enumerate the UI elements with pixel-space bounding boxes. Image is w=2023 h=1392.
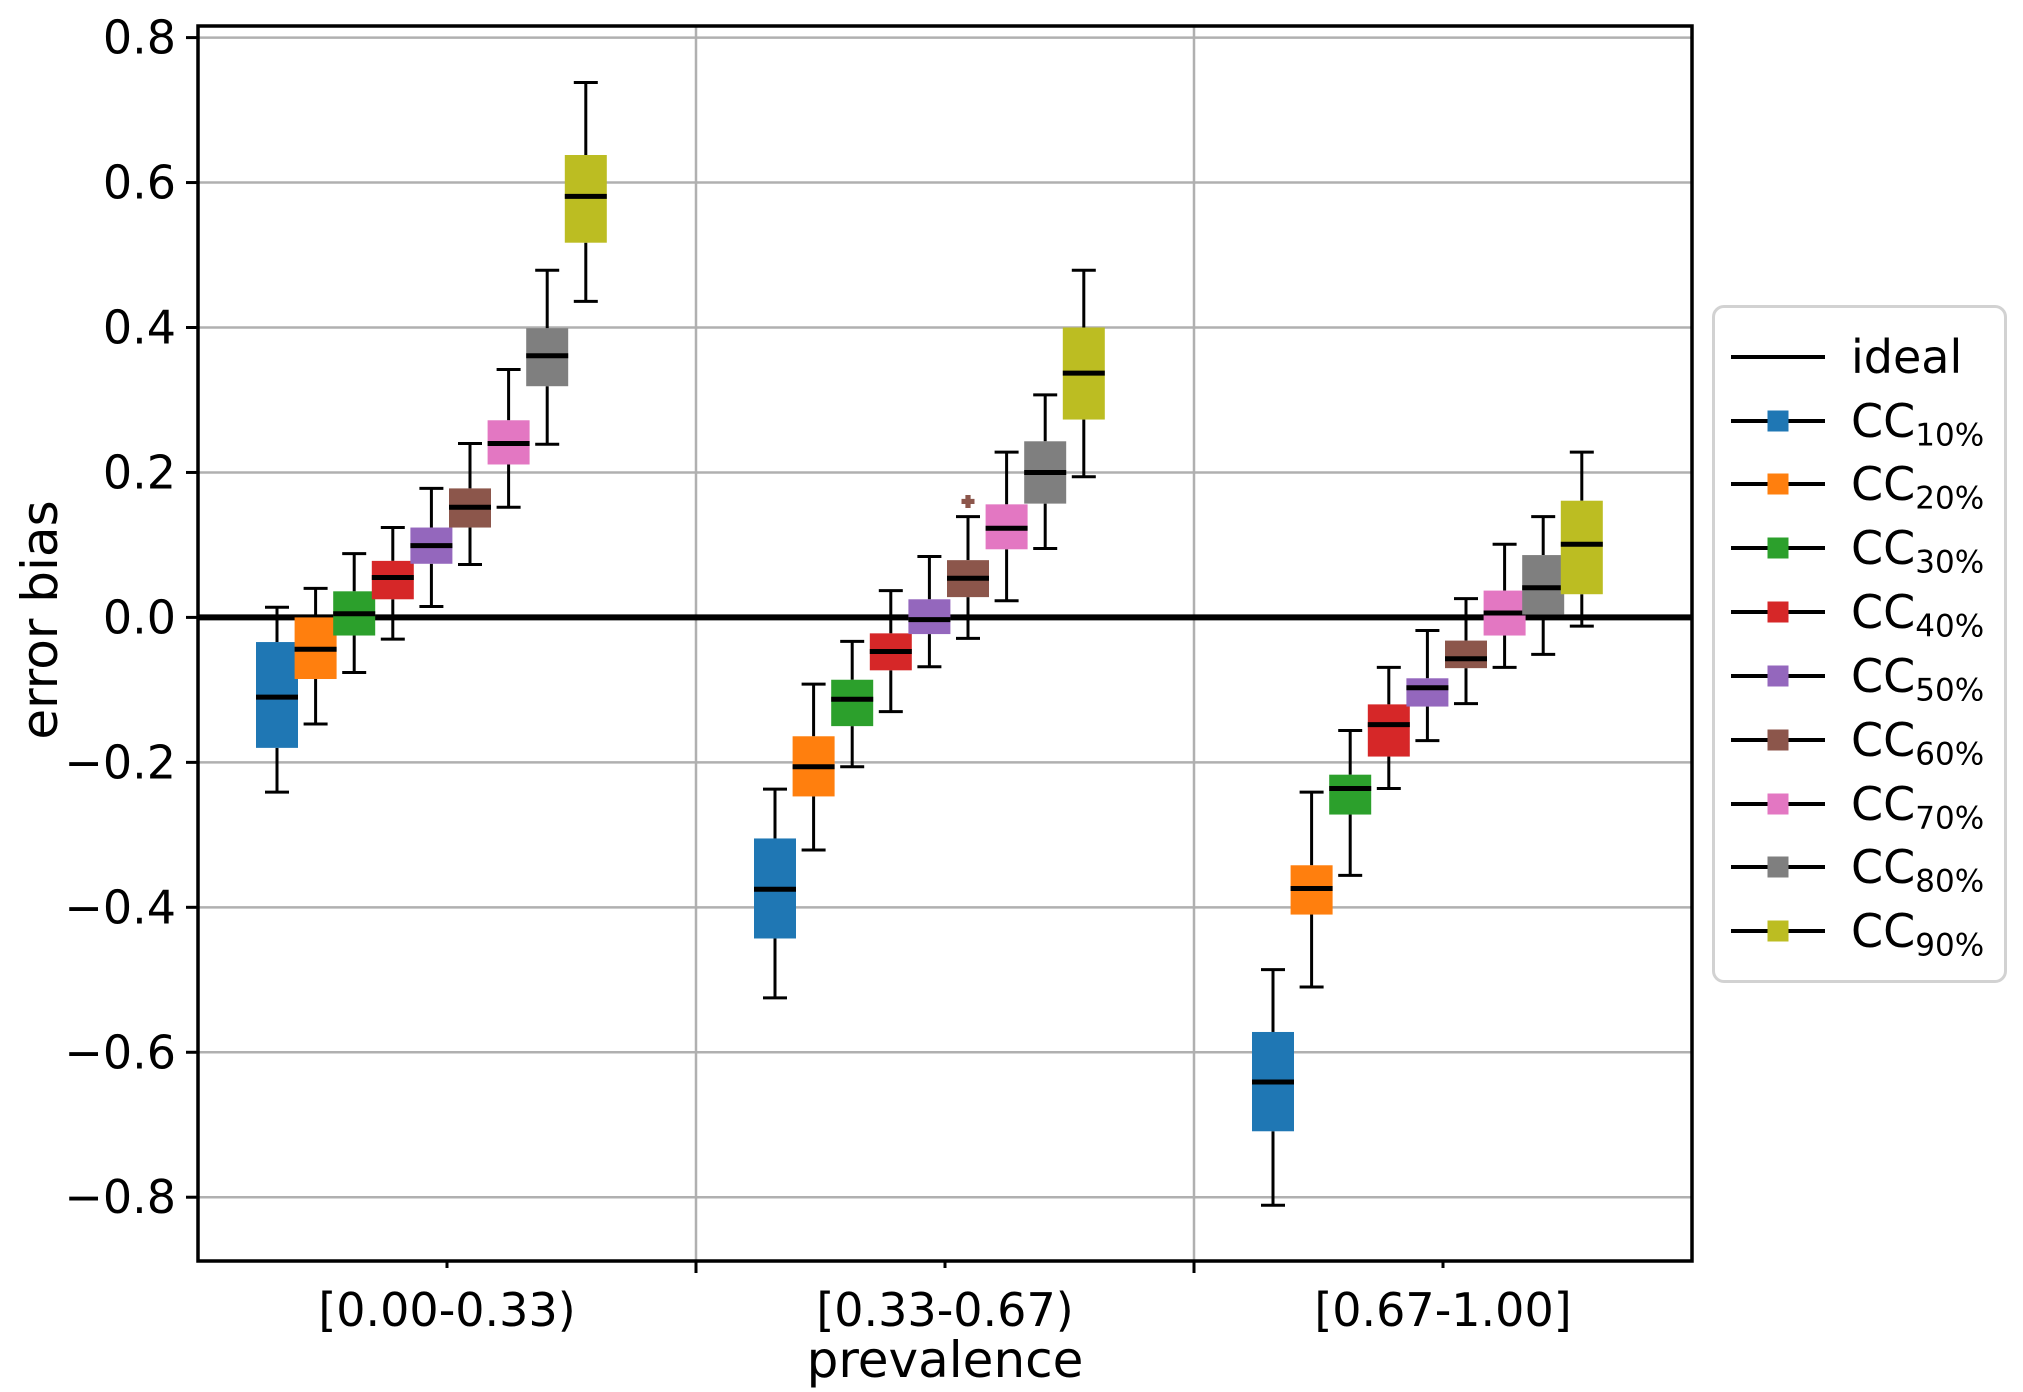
legend-item-cc10: CC10% [1731,393,2004,454]
legend-marker-icon [1767,793,1789,814]
legend-item-label: CC50% [1851,648,1985,709]
legend-item-cc70: CC70% [1731,776,2004,837]
legend-item-label: CC80% [1851,840,1985,900]
legend-marker-icon [1767,729,1789,751]
legend-item-cc60: CC60% [1731,712,2004,773]
legend-sample-line [1731,345,1825,369]
y-tick-label: 0.4 [103,301,176,355]
legend-item-cc20: CC20% [1731,457,2004,518]
legend-sample-line [1731,728,1825,752]
legend-marker-icon [1767,537,1789,559]
y-axis-label: error bias [11,500,69,740]
box-cc40-group3 [1367,704,1410,757]
legend-sample-line [1731,664,1825,688]
x-group-label-1: [0.00-0.33) [318,1283,575,1337]
legend: ideal CC10% CC20% CC30% CC40% CC50% CC60% CC70%… [1712,305,2007,983]
legend-marker-icon [1767,473,1789,495]
legend-marker-icon [1767,665,1789,687]
legend-sample-line [1731,409,1825,433]
y-tick-label: −0.4 [64,880,176,934]
legend-item-label: CC40% [1851,585,1985,645]
legend-sample-line [1731,536,1825,560]
y-tick-label: 0.6 [103,156,176,210]
y-tick-label: −0.8 [64,1170,176,1224]
legend-marker-icon [1767,601,1789,623]
legend-marker-icon [1767,410,1789,432]
x-axis-label: prevalence [806,1331,1084,1389]
legend-item-label: CC20% [1851,457,1985,518]
x-group-label-3: [0.67-1.00] [1314,1283,1571,1337]
legend-item-ideal: ideal [1731,334,2004,380]
box-cc30-group2 [831,679,874,727]
y-tick-label: −0.6 [64,1025,176,1079]
box-cc50-group2 [908,599,951,635]
y-tick-label: 0.0 [103,590,176,644]
legend-sample-line [1731,855,1825,879]
legend-sample-line [1731,600,1825,624]
legend-item-label: ideal [1851,329,1963,384]
box-cc60-group3 [1445,640,1487,669]
box-cc90-group1 [564,155,607,243]
legend-item-label: CC60% [1851,712,1985,773]
box-cc30-group3 [1329,774,1372,815]
box-cc50-group3 [1406,678,1449,707]
legend-sample-line [1731,792,1825,816]
legend-sample-line [1731,472,1825,496]
x-group-label-2: [0.33-0.67) [816,1283,1073,1337]
y-tick-label: 0.8 [103,11,176,65]
legend-marker-icon [1767,920,1789,942]
y-tick-label: −0.2 [64,735,176,789]
box-cc80-group3 [1522,555,1565,615]
legend-item-cc50: CC50% [1731,648,2004,709]
legend-item-label: CC10% [1851,393,1985,454]
flier-marker-cc60-group2 [961,494,975,508]
box-cc40-group1 [371,560,414,600]
legend-item-label: CC70% [1851,776,1985,837]
legend-item-cc30: CC30% [1731,521,2004,581]
legend-marker-icon [1767,856,1789,878]
legend-item-cc40: CC40% [1731,585,2004,645]
legend-item-cc80: CC80% [1731,840,2004,900]
legend-item-label: CC90% [1851,904,1985,964]
box-cc90-group3 [1560,500,1603,595]
legend-sample-line [1731,919,1825,943]
y-tick-label: 0.2 [103,445,176,499]
legend-item-cc90: CC90% [1731,904,2004,964]
legend-item-label: CC30% [1851,521,1985,581]
